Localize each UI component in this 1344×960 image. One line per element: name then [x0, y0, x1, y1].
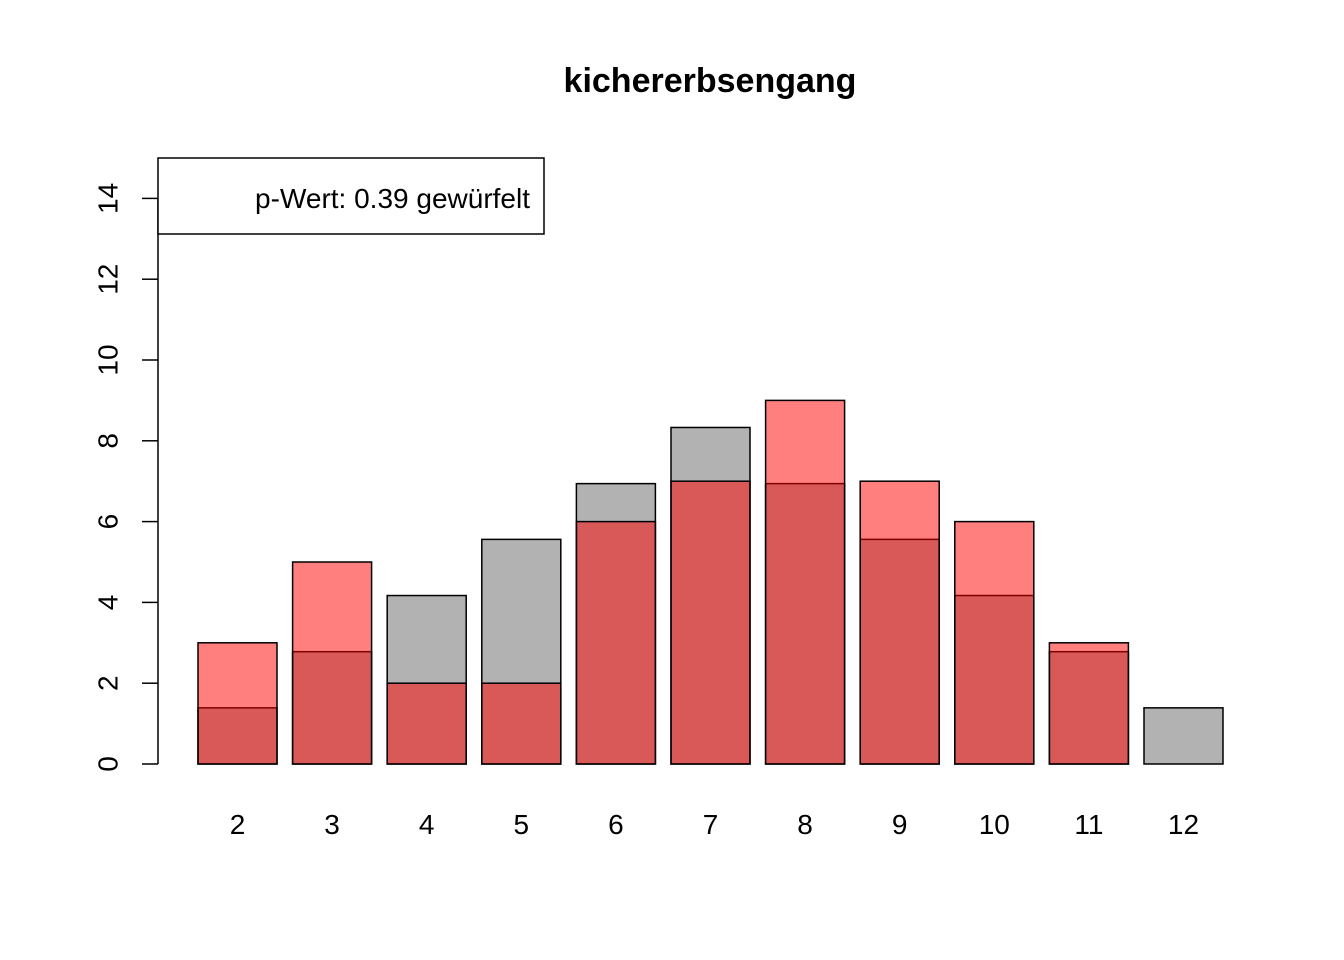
x-tick-label: 10 [979, 809, 1010, 840]
bar-series-1-12 [1143, 707, 1224, 765]
y-axis: 0 2 4 6 8 10 12 14 [93, 183, 159, 772]
x-tick-label: 7 [703, 809, 719, 840]
y-tick-label: 0 [93, 756, 124, 772]
x-tick-label: 4 [419, 809, 435, 840]
y-tick-label: 12 [93, 264, 124, 295]
bar-series-2-9 [859, 480, 940, 765]
x-tick-label: 11 [1074, 809, 1103, 840]
bar-series-2-11 [1048, 642, 1130, 765]
bar-series-2-3 [291, 561, 373, 765]
y-tick-label: 8 [93, 433, 124, 449]
x-tick-label: 6 [608, 809, 624, 840]
legend-text: p-Wert: 0.39 gewürfelt [255, 183, 530, 214]
bar-series-2-6 [575, 520, 657, 765]
x-tick-label: 8 [797, 809, 813, 840]
bar-series-2-10 [954, 520, 1035, 765]
x-tick-label: 12 [1168, 809, 1199, 840]
legend-box [157, 157, 545, 235]
x-tick-label: 5 [514, 809, 530, 840]
x-tick-label: 2 [230, 809, 246, 840]
x-axis-labels: 2 3 4 5 6 7 8 9 10 11 12 [230, 809, 1199, 840]
bar-series-2-7 [670, 480, 751, 765]
y-tick-label: 10 [93, 344, 124, 375]
bar-series-2-5 [481, 682, 562, 765]
y-tick-label: 14 [93, 183, 124, 214]
y-tick-label: 2 [93, 675, 124, 691]
bar-series-2-2 [197, 642, 278, 765]
x-tick-label: 9 [892, 809, 908, 840]
y-tick-label: 6 [93, 514, 124, 530]
bar-series-2-4 [386, 682, 467, 765]
y-tick-label: 4 [93, 595, 124, 611]
bars [197, 399, 1224, 765]
chart-title: kichererbsengang [564, 62, 857, 100]
legend: p-Wert: 0.39 gewürfelt [157, 157, 545, 235]
x-tick-label: 3 [324, 809, 340, 840]
bar-series-2-8 [764, 399, 846, 765]
